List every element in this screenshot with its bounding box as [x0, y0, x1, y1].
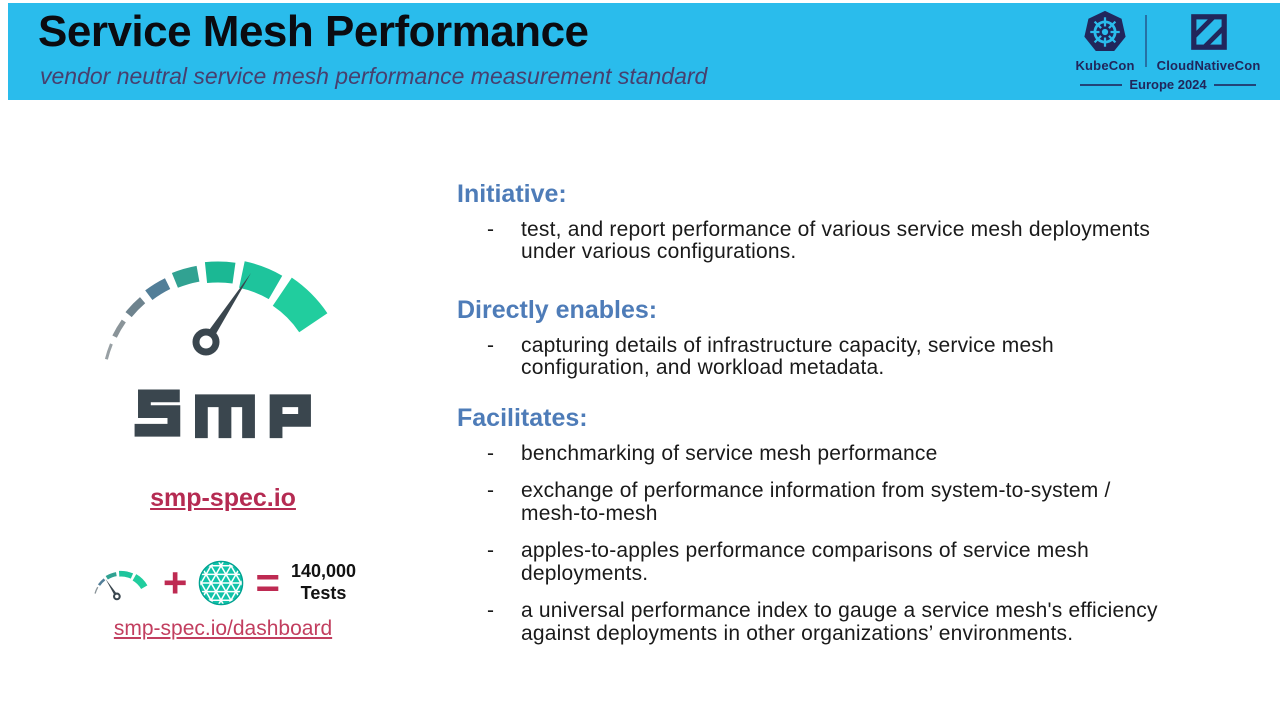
page-title: Service Mesh Performance	[38, 7, 589, 56]
brand-logos-row: KubeCon CloudNativeCon	[1066, 9, 1270, 73]
bullet-marker: -	[487, 333, 495, 357]
smp-logo-column: SMP smp-spec.io +	[58, 222, 388, 641]
event-brand-block: KubeCon CloudNativeCon Euro	[1066, 9, 1270, 92]
header-band: Service Mesh Performance vendor neutral …	[8, 3, 1280, 100]
section-directly-enables: Directly enables: - capturing details of…	[457, 296, 1187, 380]
cloudnativecon-label: CloudNativeCon	[1156, 58, 1261, 73]
bullet-item: - benchmarking of service mesh performan…	[457, 441, 1187, 465]
tests-count: 140,000 Tests	[291, 561, 356, 604]
tests-equation: +	[58, 559, 388, 607]
section-facilitates: Facilitates: - benchmarking of service m…	[457, 404, 1187, 645]
equals-icon: =	[255, 559, 280, 607]
dashboard-link[interactable]: smp-spec.io/dashboard	[113, 617, 333, 640]
section-initiative: Initiative: - test, and report performan…	[457, 180, 1187, 264]
section-heading: Directly enables:	[457, 295, 658, 324]
bullet-item: - capturing details of infrastructure ca…	[457, 333, 1187, 380]
kubecon-logo-group: KubeCon	[1075, 9, 1134, 73]
bullet-marker: -	[487, 218, 495, 241]
bullet-item: - exchange of performance information fr…	[457, 480, 1187, 525]
bullet-text: benchmarking of service mesh performance	[521, 441, 938, 465]
kubecon-helm-icon	[1082, 9, 1128, 55]
smp-spec-link[interactable]: smp-spec.io	[150, 484, 296, 512]
bullet-marker: -	[487, 539, 495, 563]
event-label: Europe 2024	[1129, 77, 1207, 92]
event-line-right	[1213, 83, 1256, 86]
smp-wordmark: SMP	[134, 389, 311, 439]
bullet-text: capturing details of infrastructure capa…	[521, 333, 1054, 380]
cncf-mark-icon	[1190, 9, 1228, 55]
speedometer-gauge-icon	[104, 261, 328, 360]
bullet-text: test, and report performance of various …	[521, 218, 1151, 264]
section-heading: Facilitates:	[457, 403, 588, 432]
bullet-marker: -	[487, 479, 495, 503]
bullet-marker: -	[487, 599, 495, 623]
bullet-item: - apples-to-apples performance compariso…	[457, 540, 1187, 585]
tests-label: Tests	[300, 583, 347, 603]
section-heading: Initiative:	[457, 180, 567, 208]
bullet-marker: -	[487, 441, 495, 465]
content-column: Initiative: - test, and report performan…	[457, 180, 1187, 645]
event-line-left	[1080, 83, 1123, 86]
bullet-text: a universal performance index to gauge a…	[521, 599, 1158, 645]
brand-divider	[1144, 15, 1147, 67]
kubecon-label: KubeCon	[1075, 58, 1135, 73]
meshery-mesh-icon	[199, 560, 244, 606]
tests-value: 140,000	[290, 561, 357, 582]
bullet-text: apples-to-apples performance comparisons…	[521, 539, 1089, 585]
mini-gauge-icon	[94, 570, 148, 601]
cloudnativecon-logo-group: CloudNativeCon	[1157, 9, 1261, 73]
bullet-text: exchange of performance information from…	[521, 479, 1111, 525]
plus-icon: +	[162, 559, 188, 607]
event-row: Europe 2024	[1066, 77, 1270, 92]
bullet-item: - test, and report performance of variou…	[457, 218, 1187, 264]
bullet-item: - a universal performance index to gauge…	[457, 599, 1187, 645]
page-subtitle: vendor neutral service mesh performance …	[40, 63, 708, 89]
